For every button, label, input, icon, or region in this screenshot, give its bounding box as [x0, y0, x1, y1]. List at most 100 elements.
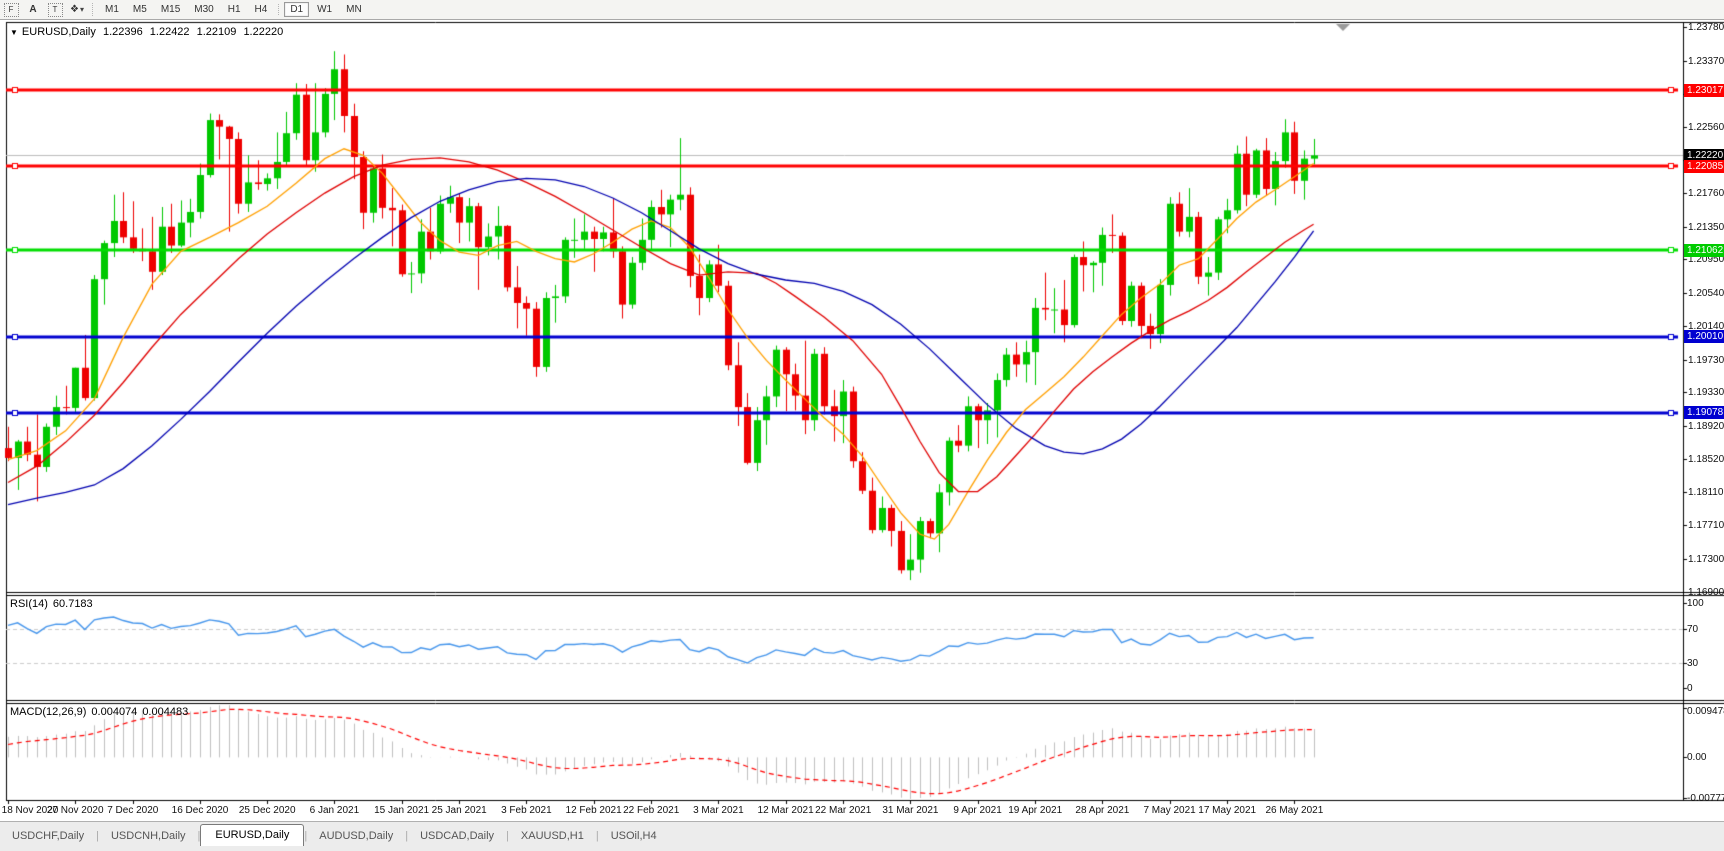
price-tag-1_22220: 1.22220	[1684, 148, 1724, 162]
date-tick-label: 15 Jan 2021	[374, 805, 430, 816]
ohlc-high: 1.22422	[149, 26, 190, 38]
date-tick-label: 28 Apr 2021	[1075, 805, 1130, 816]
date-tick-label: 16 Dec 2020	[171, 805, 229, 816]
timeframe-buttons: M1 M5 M15 M30 H1 H4 D1 W1 MN	[98, 2, 369, 17]
tab-separator: |	[96, 830, 99, 842]
price-tick-label: 1.17300	[1688, 553, 1724, 565]
tab-separator: |	[197, 830, 201, 842]
date-tick-label: 31 Mar 2021	[882, 805, 939, 816]
timeframe-button-d1[interactable]: D1	[284, 2, 310, 17]
price-tick-label: 1.19730	[1688, 354, 1724, 366]
timeframe-button-m30[interactable]: M30	[194, 4, 214, 15]
price-tick-label: 1.21350	[1688, 221, 1724, 233]
symbol-tab-xauusd[interactable]: XAUUSD,H1	[520, 830, 584, 842]
date-tick-label: 17 May 2021	[1198, 805, 1257, 816]
ohlc-open: 1.22396	[102, 26, 143, 38]
price-tick-label: 1.21760	[1688, 188, 1724, 200]
price-tick-label: 1.20540	[1688, 288, 1724, 300]
date-tick-label: 22 Feb 2021	[623, 805, 680, 816]
rsi-value: 60.7183	[52, 598, 93, 610]
macd-axis-label: 0.00	[1687, 752, 1707, 764]
date-tick-label: 7 Dec 2020	[107, 805, 159, 816]
price-tag-1_19078: 1.19078	[1684, 406, 1724, 420]
symbol-tab-usoil[interactable]: USOil,H4	[610, 830, 657, 842]
tab-separator: |	[304, 830, 308, 842]
date-tick-label: 25 Dec 2020	[238, 805, 296, 816]
price-tick-label: 1.18920	[1688, 420, 1724, 432]
tab-separator: |	[405, 830, 409, 842]
symbol-tab-usdcnh[interactable]: USDCNH,Daily	[110, 830, 186, 842]
rsi-axis-label: 0	[1687, 683, 1693, 694]
text-label-glyph: A	[29, 4, 37, 15]
price-tag-1_23017: 1.23017	[1684, 83, 1724, 97]
rsi-axis-label: 100	[1687, 598, 1704, 609]
price-tick-label: 1.17710	[1688, 520, 1724, 532]
symbol-title: EURUSD,Daily	[21, 26, 96, 38]
price-tick-label: 1.22560	[1688, 122, 1724, 134]
symbol-tab-eurusd[interactable]: EURUSD,Daily	[200, 824, 305, 847]
price-tick-label: 1.23780	[1688, 22, 1724, 34]
rsi-name: RSI(14)	[10, 598, 48, 610]
ohlc-low: 1.22109	[196, 26, 237, 38]
macd-label: MACD(12,26,9) 0.004074 0.004483	[10, 706, 193, 718]
date-tick-label: 7 May 2021	[1143, 805, 1196, 816]
draw-tools-glyph: ❖	[70, 4, 79, 15]
rsi-axis-label: 70	[1687, 623, 1699, 635]
price-tick-label: 1.20140	[1688, 320, 1724, 332]
date-tick-label: 19 Apr 2021	[1008, 805, 1063, 816]
date-tick-label: 22 Mar 2021	[815, 805, 872, 816]
timeframe-button-m1[interactable]: M1	[105, 4, 119, 15]
timeframe-button-m5[interactable]: M5	[132, 4, 147, 15]
price-tag-1_22085: 1.22085	[1684, 159, 1724, 173]
timeframe-button-w1[interactable]: W1	[317, 4, 333, 15]
date-tick-label: 12 Mar 2021	[757, 805, 814, 816]
symbol-tab-audusd[interactable]: AUDUSD,Daily	[319, 830, 394, 842]
chart-template-glyph: F	[3, 2, 19, 17]
timeframe-button-h4[interactable]: H4	[254, 4, 268, 15]
timeframe-button-mn[interactable]: MN	[346, 4, 362, 15]
date-tick-label: 6 Jan 2021	[309, 805, 360, 816]
macd-name: MACD(12,26,9)	[10, 706, 87, 718]
bottom-strip	[0, 846, 1724, 851]
macd-axis-label: 0.009478	[1687, 706, 1724, 717]
toolbar-separator	[92, 3, 94, 16]
price-tick-label: 1.18520	[1688, 453, 1724, 465]
chart-header: ▼ EURUSD,Daily 1.22396 1.22422 1.22109 1.…	[10, 26, 287, 38]
macd-axis-label: -0.007778	[1687, 792, 1724, 804]
tab-separator: |	[506, 830, 509, 842]
timeframe-button-m15[interactable]: M15	[160, 4, 181, 15]
text-box-glyph: T	[47, 2, 63, 17]
chart-template-icon[interactable]: F	[1, 2, 21, 17]
price-tick-label: 1.20950	[1688, 254, 1724, 266]
date-tick-label: 3 Mar 2021	[693, 805, 744, 816]
price-tag-1_20010: 1.20010	[1684, 330, 1724, 344]
rsi-axis-label: 30	[1687, 657, 1699, 669]
date-tick-label: 18 Nov 2020	[1, 805, 59, 816]
macd-main-value: 0.004074	[91, 706, 138, 718]
macd-signal-value: 0.004483	[142, 706, 189, 718]
text-label-icon[interactable]: A	[23, 2, 43, 17]
price-tick-label: 1.18110	[1688, 487, 1724, 499]
date-tick-label: 26 May 2021	[1265, 805, 1324, 816]
date-tick-label: 9 Apr 2021	[953, 805, 1002, 816]
toolbar: F A T ❖ ▾ M1 M5 M15 M30 H1 H4 D1 W1 MN	[0, 0, 1724, 20]
chevron-down-icon[interactable]: ▾	[79, 5, 84, 14]
toolbar-separator	[278, 4, 280, 15]
draw-tools-icon[interactable]: ❖ ▾	[67, 2, 87, 17]
ohlc-close: 1.22220	[243, 26, 284, 38]
symbol-tab-bar: USDCHF,Daily | USDCNH,Daily | EURUSD,Daily | A…	[0, 821, 1724, 847]
chevron-down-icon[interactable]: ▼	[10, 28, 18, 37]
symbol-tab-usdchf[interactable]: USDCHF,Daily	[12, 830, 85, 842]
price-tick-label: 1.16900	[1688, 586, 1724, 598]
date-tick-label: 3 Feb 2021	[501, 805, 552, 816]
price-tick-label: 1.19330	[1688, 387, 1724, 399]
date-tick-label: 27 Nov 2020	[46, 805, 104, 816]
symbol-tab-usdcad[interactable]: USDCAD,Daily	[420, 830, 495, 842]
timeframe-button-h1[interactable]: H1	[227, 4, 241, 15]
text-box-icon[interactable]: T	[45, 2, 65, 17]
price-tag-1_21062: 1.21062	[1684, 243, 1724, 257]
price-tick-label: 1.23370	[1688, 56, 1724, 68]
tab-separator: |	[595, 830, 599, 842]
